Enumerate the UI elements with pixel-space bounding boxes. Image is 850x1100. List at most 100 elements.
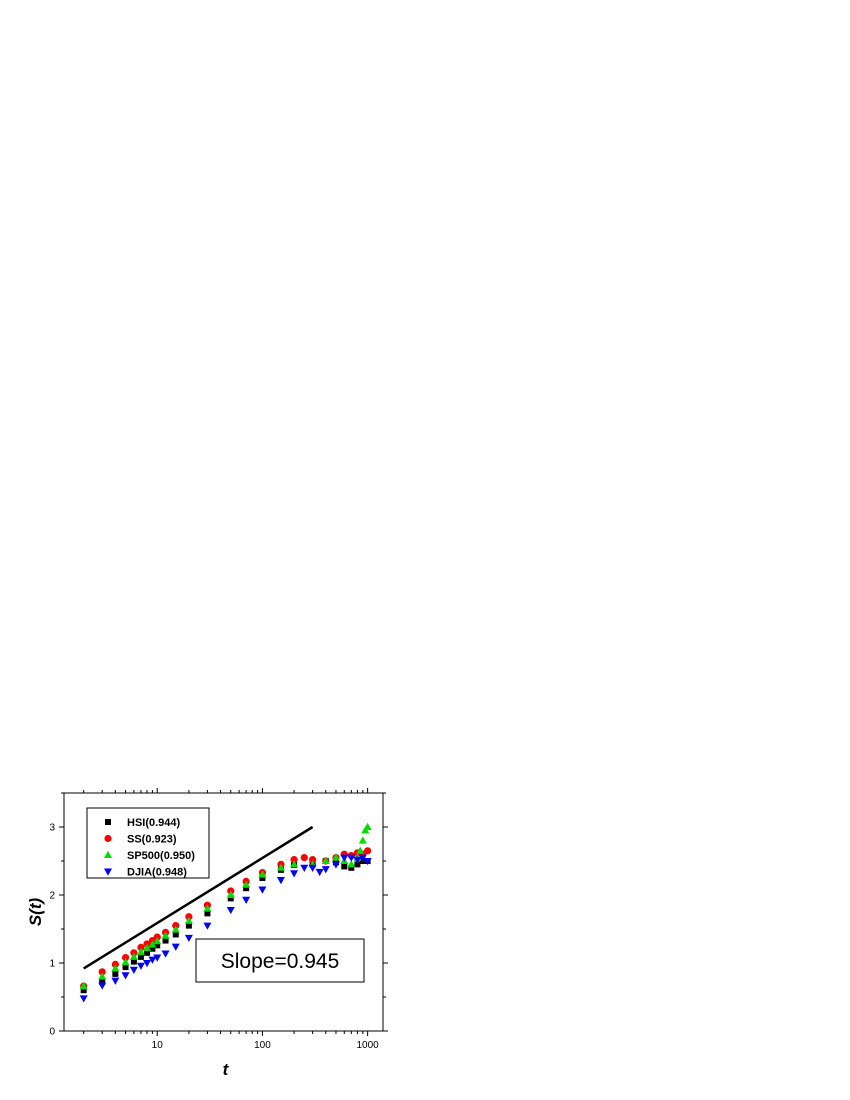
data-point	[171, 925, 180, 933]
legend-marker	[104, 850, 112, 858]
y-tick-label: 3	[49, 823, 55, 834]
data-point	[154, 942, 161, 949]
data-point	[321, 856, 330, 864]
x-tick-label: 10	[152, 1040, 164, 1051]
data-point	[80, 987, 87, 994]
legend-label: HSI(0.944)	[127, 817, 181, 829]
data-point	[184, 916, 193, 924]
data-point	[136, 947, 145, 956]
data-point	[129, 952, 138, 960]
data-point	[184, 934, 193, 943]
tick-labels: 0 1 2 3 10 100 1000	[49, 823, 379, 1052]
data-point	[137, 943, 145, 951]
data-point	[276, 877, 285, 885]
data-point	[258, 870, 267, 878]
data-point	[129, 966, 138, 974]
data-point	[358, 854, 367, 862]
slope-annotation: Slope=0.945	[195, 938, 365, 983]
data-point	[309, 856, 317, 864]
legend-label: SS(0.923)	[127, 834, 177, 846]
data-point	[143, 943, 152, 952]
data-point	[226, 890, 235, 898]
annotation-text: Slope=0.945	[221, 950, 340, 973]
data-point	[98, 972, 107, 980]
y-tick-label: 2	[49, 891, 55, 902]
data-point	[99, 979, 106, 986]
data-point	[300, 864, 309, 872]
data-point	[153, 954, 162, 962]
data-point	[111, 964, 120, 972]
data-point	[122, 964, 129, 971]
data-point	[227, 895, 234, 902]
data-point	[79, 981, 88, 990]
data-point	[243, 885, 250, 892]
data-point	[331, 861, 340, 869]
data-point	[121, 953, 130, 962]
legend-label: DJIA(0.948)	[127, 867, 187, 879]
data-point	[353, 856, 362, 864]
data-point	[185, 922, 192, 929]
data-point	[111, 977, 120, 985]
y-tick-label: 1	[49, 959, 55, 970]
data-point	[347, 860, 356, 868]
series-2	[79, 822, 372, 990]
data-point	[242, 880, 251, 888]
data-point	[259, 875, 266, 881]
data-point	[226, 906, 235, 915]
data-point	[321, 866, 330, 874]
data-point	[290, 870, 299, 878]
data-point	[130, 958, 137, 965]
data-point	[121, 972, 130, 980]
x-tick-label: 1000	[357, 1040, 380, 1051]
data-markers	[79, 822, 372, 1003]
data-point	[354, 861, 361, 868]
data-point	[363, 858, 372, 866]
data-point	[203, 922, 212, 930]
data-point	[348, 864, 355, 871]
y-tick-label: 0	[49, 1027, 55, 1038]
data-point	[137, 953, 144, 960]
data-point	[136, 962, 145, 970]
data-point	[242, 896, 251, 904]
x-tick-label: 100	[254, 1040, 271, 1051]
reference-line	[83, 825, 314, 970]
data-point	[161, 931, 170, 939]
data-point	[171, 943, 180, 951]
data-point	[121, 958, 130, 966]
data-point	[162, 937, 169, 944]
series-3	[79, 854, 372, 1003]
data-point	[79, 995, 88, 1003]
legend: HSI(0.944) SS(0.923) SP500(0.950) DJIA(0.94…	[86, 807, 210, 879]
data-point	[315, 868, 324, 877]
data-point	[364, 847, 372, 855]
data-point	[172, 931, 179, 938]
data-point	[203, 904, 212, 912]
data-point	[308, 864, 317, 872]
data-point	[363, 822, 372, 830]
data-point	[112, 970, 119, 977]
data-point	[300, 854, 308, 862]
data-point	[161, 950, 170, 958]
x-axis-label: t	[223, 1060, 230, 1079]
data-point	[148, 956, 157, 964]
data-point	[358, 836, 367, 844]
data-point	[149, 945, 156, 952]
plot-area	[63, 792, 384, 1032]
data-point	[143, 960, 152, 968]
data-point	[290, 856, 298, 864]
data-point	[144, 949, 151, 956]
annotation-box	[195, 938, 365, 983]
plot-frame	[63, 792, 384, 1032]
reference-line-segment	[83, 825, 314, 970]
data-point	[148, 940, 157, 948]
y-axis-label: S(t)	[26, 898, 45, 927]
data-point	[276, 863, 285, 871]
data-point	[340, 854, 349, 862]
data-point	[98, 968, 106, 976]
data-point	[98, 982, 107, 990]
data-point	[341, 863, 348, 870]
data-point	[356, 846, 365, 854]
data-point	[204, 910, 211, 917]
axis-ticks	[59, 788, 388, 1036]
